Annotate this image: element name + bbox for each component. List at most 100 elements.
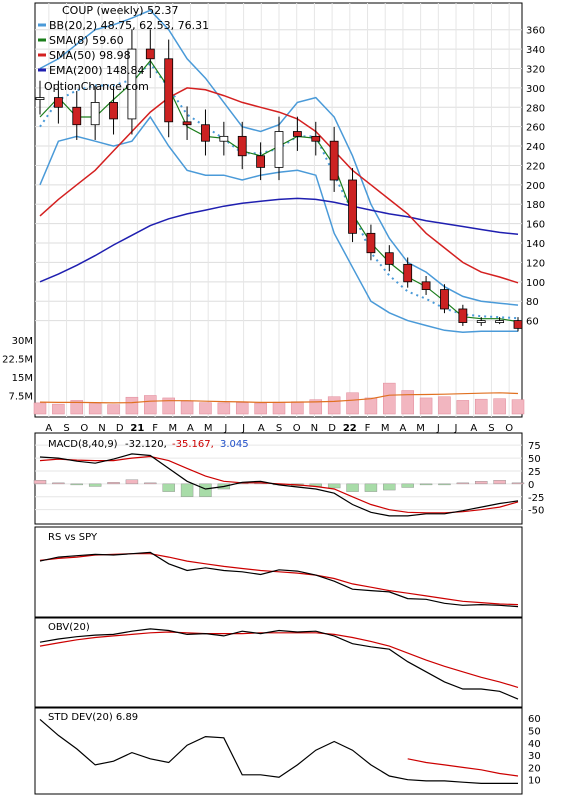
candle-body bbox=[145, 48, 155, 60]
volume-bar bbox=[70, 400, 84, 415]
x-tick-label: J bbox=[436, 423, 440, 434]
macd-y-tick-label: 50 bbox=[528, 454, 541, 465]
macd-histogram-bar bbox=[162, 483, 175, 492]
x-tick-label: D bbox=[116, 423, 124, 434]
x-tick-label: S bbox=[63, 423, 69, 434]
candle-body bbox=[256, 155, 266, 168]
price-y-tick-label: 280 bbox=[526, 103, 545, 114]
volume-bar bbox=[33, 402, 47, 415]
obv-panel-frame bbox=[34, 616, 523, 709]
volume-bar bbox=[419, 397, 433, 415]
tick-labels: 6080100120140160180200220240260280300320… bbox=[2, 26, 545, 787]
candle-body bbox=[35, 97, 45, 100]
volume-ma-line bbox=[39, 392, 519, 404]
macd-histogram-bar bbox=[346, 483, 359, 492]
price-y-tick-label: 300 bbox=[526, 84, 545, 95]
x-tick-label: 21 bbox=[130, 423, 144, 434]
candle-body bbox=[72, 106, 82, 126]
candle-body bbox=[292, 131, 302, 137]
candle-body bbox=[182, 121, 192, 126]
volume-bar bbox=[346, 392, 359, 415]
stddev-y-tick-label: 20 bbox=[528, 763, 541, 774]
price-y-tick-label: 180 bbox=[526, 200, 545, 211]
watermark: OptionChance.com bbox=[44, 80, 149, 93]
volume-bar bbox=[493, 398, 506, 415]
candle-body bbox=[53, 97, 63, 108]
volume-y-tick-label: 7.5M bbox=[8, 391, 33, 402]
obv-line bbox=[39, 628, 519, 700]
legend-sma50: SMA(50) 98.98 bbox=[49, 49, 131, 62]
candle-body bbox=[348, 179, 357, 234]
price-y-tick-label: 80 bbox=[526, 297, 539, 308]
ema200-line bbox=[39, 197, 519, 283]
macd-histogram-bar bbox=[199, 483, 212, 497]
price-y-tick-label: 260 bbox=[526, 123, 545, 134]
macd-histogram-bar bbox=[475, 481, 488, 485]
stddev-y-tick-label: 50 bbox=[528, 726, 541, 737]
x-tick-label: 22 bbox=[343, 423, 357, 434]
stddev-y-tick-label: 40 bbox=[528, 739, 541, 750]
price-y-tick-label: 360 bbox=[526, 26, 545, 37]
macd-line bbox=[39, 453, 519, 517]
volume-bar bbox=[383, 382, 396, 415]
x-tick-label: A bbox=[45, 423, 52, 434]
price-y-tick-label: 340 bbox=[526, 45, 545, 56]
macd-histogram-bar bbox=[419, 483, 433, 486]
candle-body bbox=[329, 140, 339, 181]
candle-body bbox=[237, 135, 247, 157]
macd-value-2: -35.167, bbox=[172, 439, 214, 450]
x-tick-label: A bbox=[258, 423, 265, 434]
macd-value-3: 3.045 bbox=[220, 439, 249, 450]
price-y-tick-label: 160 bbox=[526, 220, 545, 231]
rs-panel-frame bbox=[34, 526, 523, 619]
volume-bar bbox=[88, 403, 102, 415]
volume-bar bbox=[217, 402, 231, 415]
candle-body bbox=[458, 308, 468, 323]
volume-y-tick-label: 22.5M bbox=[2, 354, 33, 365]
sma50-line bbox=[39, 87, 519, 284]
macd-histogram-bar bbox=[511, 482, 525, 485]
macd-histogram-bar bbox=[364, 483, 378, 492]
stddev-panel-frame bbox=[34, 706, 523, 795]
macd-histogram-bar bbox=[180, 483, 194, 497]
x-tick-label: D bbox=[328, 423, 336, 434]
price-y-tick-label: 240 bbox=[526, 142, 545, 153]
macd-value-1: -32.120, bbox=[125, 439, 167, 450]
volume-bar bbox=[272, 401, 286, 415]
x-tick-label: O bbox=[505, 423, 513, 434]
price-y-tick-label: 100 bbox=[526, 278, 545, 289]
candle-body bbox=[90, 102, 100, 126]
candle-body bbox=[274, 131, 284, 168]
x-tick-label: M bbox=[168, 423, 177, 434]
macd-y-tick-label: -25 bbox=[528, 493, 544, 504]
price-y-tick-label: 320 bbox=[526, 64, 545, 75]
volume-bar bbox=[401, 390, 414, 415]
x-tick-label: S bbox=[276, 423, 282, 434]
volume-bar bbox=[144, 395, 157, 415]
volume-bar bbox=[199, 402, 212, 415]
volume-bar bbox=[291, 401, 304, 415]
candle-body bbox=[164, 58, 174, 123]
stddev-y-tick-label: 60 bbox=[528, 714, 541, 725]
stddev-label: STD DEV(20) 6.89 bbox=[48, 712, 138, 723]
volume-bar bbox=[364, 397, 378, 415]
macd-histogram-bar bbox=[383, 483, 396, 491]
volume-bar bbox=[162, 397, 175, 415]
rs-label: RS vs SPY bbox=[48, 532, 98, 543]
x-tick-label: A bbox=[187, 423, 194, 434]
stddev-series bbox=[39, 718, 519, 784]
x-tick-label: N bbox=[311, 423, 318, 434]
volume-bar bbox=[254, 402, 267, 415]
x-tick-label: S bbox=[488, 423, 494, 434]
macd-y-tick-label: -50 bbox=[528, 506, 544, 517]
volume-bar bbox=[309, 399, 323, 415]
macd-histogram-bar bbox=[456, 482, 470, 485]
x-tick-label: F bbox=[152, 423, 158, 434]
macd-histogram-bar bbox=[125, 479, 139, 485]
candle-body bbox=[219, 135, 229, 142]
candle-body bbox=[127, 48, 137, 120]
obv-label: OBV(20) bbox=[48, 622, 90, 633]
macd-histogram-bar bbox=[401, 483, 414, 488]
macd-panel-frame bbox=[34, 432, 523, 525]
volume-bar bbox=[52, 403, 65, 415]
